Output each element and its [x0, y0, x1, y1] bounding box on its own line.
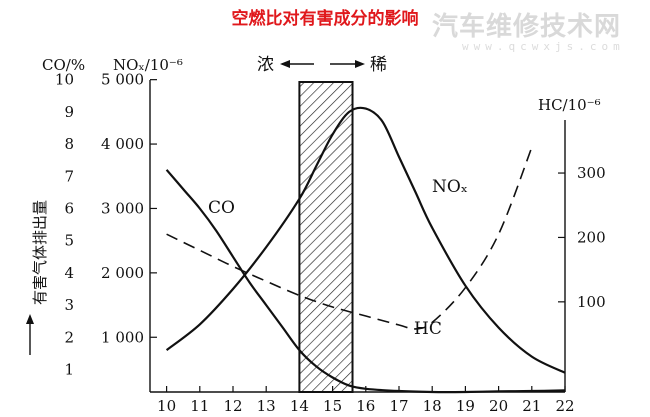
x-tick-label: 21: [522, 397, 541, 415]
nox-tick-label: 1 000: [101, 328, 144, 346]
x-tick-label: 15: [323, 397, 342, 415]
watermark-url: www.qcwxjs.com: [462, 40, 625, 53]
lean-arrowhead: [355, 60, 365, 68]
lean-label: 稀: [370, 55, 387, 75]
x-tick-label: 10: [157, 397, 176, 415]
x-tick-label: 11: [190, 397, 209, 415]
co-tick-label: 3: [64, 296, 74, 314]
x-tick-label: 20: [489, 397, 508, 415]
left-axis-caption: 有害气体排出量: [31, 200, 49, 305]
nox-tick-label: 3 000: [101, 199, 144, 217]
co-tick-label: 6: [64, 199, 74, 217]
nox-axis-label: NOₓ/10⁻⁶: [113, 56, 183, 74]
x-tick-label: 22: [555, 397, 574, 415]
x-tick-label: 19: [456, 397, 475, 415]
co-curve-label: CO: [208, 198, 235, 218]
x-tick-label: 12: [223, 397, 242, 415]
hc-curve-label: HC: [414, 319, 442, 339]
nox-tick-label: 5 000: [101, 71, 144, 89]
x-tick-label: 14: [290, 397, 309, 415]
co-tick-label: 9: [64, 103, 74, 121]
nox-tick-label: 4 000: [101, 135, 144, 153]
co-tick-label: 4: [64, 264, 74, 282]
series-nox-line: [165, 106, 566, 374]
x-tick-label: 18: [423, 397, 442, 415]
co-tick-label: 10: [55, 71, 74, 89]
left-caption-arrowhead: [26, 314, 34, 324]
x-tick-label: 13: [257, 397, 276, 415]
watermark: 汽车维修技术网: [432, 12, 622, 42]
co-axis-label: CO/%: [42, 56, 85, 74]
co-tick-label: 1: [64, 360, 74, 378]
stoichiometric-band: [298, 81, 354, 393]
co-tick-label: 5: [64, 232, 74, 250]
hc-tick-label: 200: [577, 228, 606, 246]
series-co-line: [165, 169, 566, 394]
rich-label: 浓: [257, 55, 274, 75]
x-tick-label: 17: [389, 397, 408, 415]
rich-arrowhead: [280, 60, 290, 68]
left-axis-caption-group: 有害气体排出量: [26, 200, 49, 355]
x-tick-label: 16: [356, 397, 375, 415]
hc-tick-label: 100: [577, 293, 606, 311]
co-tick-label: 8: [64, 135, 74, 153]
chart-title: 空燃比对有害成分的影响: [231, 9, 419, 29]
hc-axis-label: HC/10⁻⁶: [538, 96, 601, 114]
series-hc-line: [166, 147, 533, 330]
co-tick-label: 7: [64, 167, 74, 185]
nox-tick-label: 2 000: [101, 264, 144, 282]
hc-tick-label: 300: [577, 164, 606, 182]
nox-curve-label: NOₓ: [432, 177, 468, 197]
co-tick-label: 2: [64, 328, 74, 346]
